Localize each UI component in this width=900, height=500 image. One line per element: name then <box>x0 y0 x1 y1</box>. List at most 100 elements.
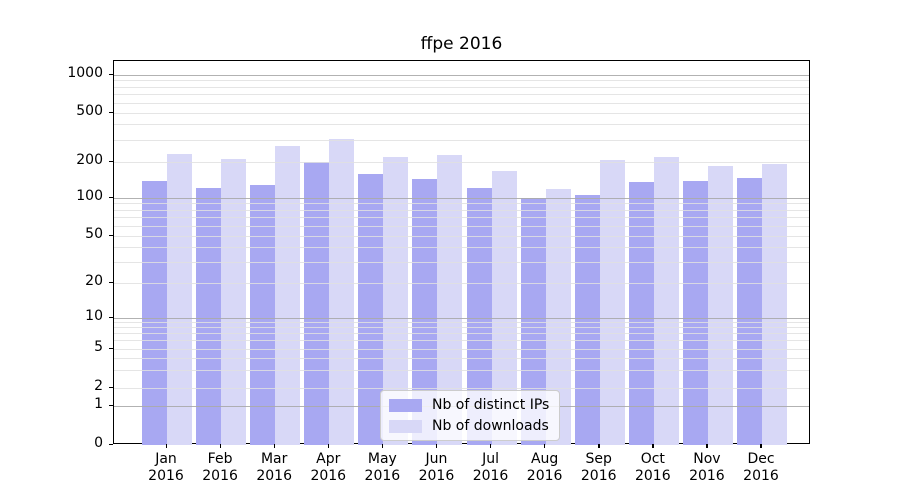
y-tick-label-1: 1 <box>94 396 103 412</box>
x-tick-mark-sep <box>598 444 600 448</box>
gridline-minor-40 <box>114 246 809 248</box>
y-tick-mark-500 <box>109 111 113 113</box>
x-tick-mark-dec <box>760 444 762 448</box>
gridline-minor-5 <box>114 348 809 350</box>
grid-layer <box>114 61 809 443</box>
bar-downloads-jan <box>167 154 192 445</box>
gridline-major-10 <box>114 317 809 319</box>
bar-downloads-nov <box>707 165 733 445</box>
gridline-minor-200 <box>114 161 809 163</box>
x-tick-mark-feb <box>219 444 221 448</box>
y-tick-label-10: 10 <box>85 308 103 324</box>
bar-distinct-ips-apr <box>304 162 330 445</box>
gridline-minor-30 <box>114 261 809 263</box>
gridline-minor-7 <box>114 333 809 335</box>
x-tick-mark-jul <box>490 444 492 448</box>
y-tick-label-100: 100 <box>76 188 103 204</box>
x-tick-mark-nov <box>706 444 708 448</box>
y-tick-label-20: 20 <box>85 273 103 289</box>
y-tick-mark-200 <box>109 160 113 162</box>
bar-distinct-ips-nov <box>682 180 708 445</box>
x-tick-label-jan: Jan 2016 <box>148 451 184 485</box>
bar-distinct-ips-mar <box>250 185 276 445</box>
bar-downloads-feb <box>221 159 247 445</box>
gridline-minor-500 <box>114 112 809 114</box>
bar-distinct-ips-feb <box>196 188 222 445</box>
legend-swatch-downloads <box>389 419 422 433</box>
legend: Nb of distinct IPs Nb of downloads <box>380 390 561 441</box>
x-tick-label-feb: Feb 2016 <box>202 451 238 485</box>
y-tick-mark-1 <box>109 404 113 406</box>
gridline-minor-900 <box>114 80 809 82</box>
y-tick-mark-1000 <box>109 73 113 75</box>
gridline-minor-3 <box>114 370 809 372</box>
y-tick-mark-10 <box>109 316 113 318</box>
gridline-minor-300 <box>114 139 809 141</box>
y-tick-label-5: 5 <box>94 339 103 355</box>
bar-downloads-dec <box>761 164 787 445</box>
y-tick-mark-0 <box>109 443 113 445</box>
gridline-minor-50 <box>114 235 809 237</box>
gridline-minor-400 <box>114 124 809 126</box>
legend-label-downloads: Nb of downloads <box>432 418 549 434</box>
gridline-minor-90 <box>114 203 809 205</box>
bar-downloads-oct <box>653 157 679 445</box>
x-tick-mark-jan <box>165 444 167 448</box>
bar-distinct-ips-jan <box>142 181 167 445</box>
gridline-minor-4 <box>114 357 809 359</box>
y-tick-label-500: 500 <box>76 103 103 119</box>
bar-distinct-ips-may <box>358 173 384 445</box>
gridline-major-100 <box>114 197 809 199</box>
x-tick-mark-jun <box>435 444 438 448</box>
gridline-minor-2 <box>114 387 809 389</box>
plot-area: Nb of distinct IPs Nb of downloads <box>113 60 810 445</box>
x-tick-mark-oct <box>652 444 654 448</box>
y-tick-mark-100 <box>109 196 113 198</box>
x-tick-label-oct: Oct 2016 <box>634 451 671 485</box>
x-tick-mark-aug <box>544 444 546 448</box>
gridline-minor-9 <box>114 322 809 324</box>
gridline-minor-8 <box>114 327 809 329</box>
gridline-minor-80 <box>114 209 809 211</box>
gridline-minor-6 <box>114 340 809 342</box>
x-tick-label-jun: Jun 2016 <box>418 451 455 485</box>
gridline-minor-600 <box>114 102 809 104</box>
bar-distinct-ips-dec <box>736 177 762 445</box>
x-tick-label-jul: Jul 2016 <box>472 451 509 485</box>
y-tick-mark-20 <box>109 281 113 283</box>
x-tick-mark-mar <box>273 444 275 448</box>
x-tick-label-mar: Mar 2016 <box>256 451 292 485</box>
y-tick-mark-5 <box>109 347 113 349</box>
gridline-minor-800 <box>114 86 809 88</box>
x-tick-label-sep: Sep 2016 <box>580 451 617 485</box>
gridline-major-1000 <box>114 74 809 76</box>
x-tick-mark-may <box>381 444 384 448</box>
gridline-minor-20 <box>114 282 809 284</box>
bar-downloads-apr <box>329 139 355 445</box>
x-tick-label-apr: Apr 2016 <box>310 451 347 485</box>
chart-title: ffpe 2016 <box>420 34 503 54</box>
y-tick-mark-50 <box>109 234 113 236</box>
y-tick-label-2: 2 <box>94 378 103 394</box>
x-tick-label-aug: Aug 2016 <box>526 451 563 485</box>
bar-downloads-mar <box>275 146 301 445</box>
x-tick-label-dec: Dec 2016 <box>743 451 779 485</box>
legend-item-downloads: Nb of downloads <box>389 418 549 434</box>
gridline-minor-70 <box>114 217 809 219</box>
x-tick-label-may: May 2016 <box>364 451 401 485</box>
y-tick-label-50: 50 <box>85 226 103 242</box>
legend-swatch-distinct-ips <box>389 398 422 412</box>
x-tick-label-nov: Nov 2016 <box>689 451 725 485</box>
bar-distinct-ips-sep <box>574 194 600 445</box>
y-tick-mark-2 <box>109 386 113 388</box>
y-tick-label-0: 0 <box>94 435 103 451</box>
gridline-minor-700 <box>114 94 809 96</box>
gridline-minor-60 <box>114 225 809 227</box>
legend-item-distinct-ips: Nb of distinct IPs <box>389 397 549 413</box>
x-tick-mark-apr <box>327 444 330 448</box>
legend-label-distinct-ips: Nb of distinct IPs <box>432 397 550 413</box>
y-tick-label-200: 200 <box>76 152 103 168</box>
bar-downloads-sep <box>599 159 625 445</box>
y-tick-label-1000: 1000 <box>67 65 103 81</box>
